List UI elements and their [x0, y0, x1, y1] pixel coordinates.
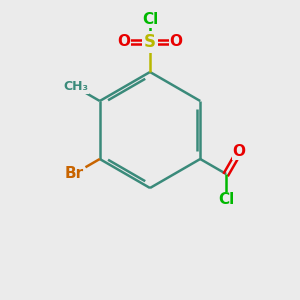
Text: Cl: Cl: [142, 13, 158, 28]
Text: O: O: [118, 34, 130, 50]
Text: O: O: [169, 34, 182, 50]
Text: Cl: Cl: [218, 193, 234, 208]
Text: Br: Br: [64, 167, 83, 182]
Text: S: S: [144, 33, 156, 51]
Text: O: O: [233, 144, 246, 159]
Text: CH₃: CH₃: [63, 80, 88, 94]
